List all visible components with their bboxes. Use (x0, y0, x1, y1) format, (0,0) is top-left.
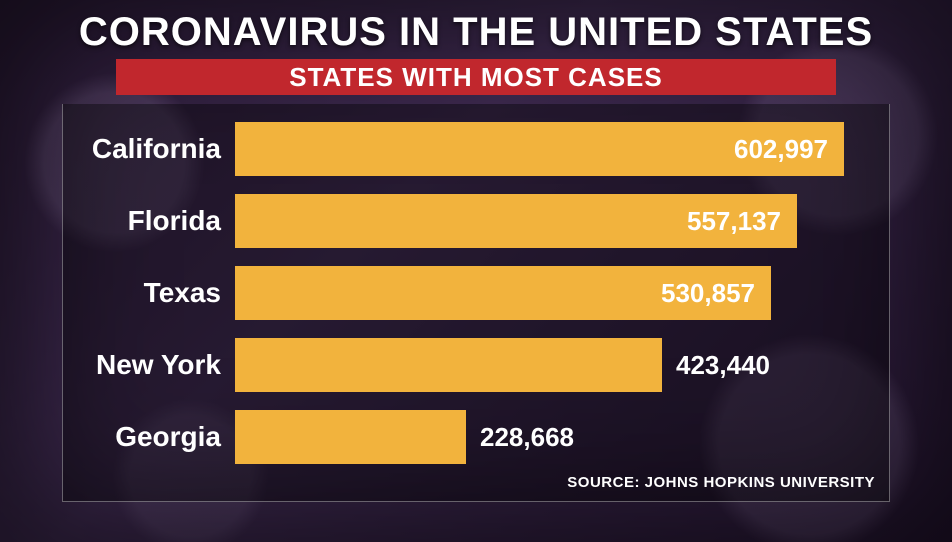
table-row: Texas 530,857 (63, 266, 889, 320)
bar-track: 530,857 (235, 266, 889, 320)
bar: 530,857 (235, 266, 771, 320)
bar-track: 602,997 (235, 122, 889, 176)
source-attribution: SOURCE: JOHNS HOPKINS UNIVERSITY (567, 474, 875, 491)
table-row: Florida 557,137 (63, 194, 889, 248)
table-row: Georgia 228,668 (63, 410, 889, 464)
bar: 602,997 (235, 122, 844, 176)
page-title: CORONAVIRUS IN THE UNITED STATES (0, 10, 952, 55)
bar-track: 228,668 (235, 410, 889, 464)
bar-label: Georgia (63, 421, 235, 453)
chart-panel: California 602,997 Florida 557,137 Texas 530,… (62, 104, 890, 502)
table-row: California 602,997 (63, 122, 889, 176)
bar-value: 602,997 (734, 134, 828, 165)
bar-track: 557,137 (235, 194, 889, 248)
bar-value: 557,137 (687, 206, 781, 237)
bar (235, 410, 466, 464)
bar-label: New York (63, 349, 235, 381)
bar-label: California (63, 133, 235, 165)
subtitle-bar: STATES WITH MOST CASES (116, 59, 836, 95)
bar-track: 423,440 (235, 338, 889, 392)
bar: 557,137 (235, 194, 797, 248)
bar (235, 338, 662, 392)
bar-value: 423,440 (662, 338, 770, 392)
bar-container: California 602,997 Florida 557,137 Texas 530,… (63, 122, 889, 482)
title-block: CORONAVIRUS IN THE UNITED STATES STATES … (0, 10, 952, 95)
bar-label: Texas (63, 277, 235, 309)
bar-value: 530,857 (661, 278, 755, 309)
subtitle: STATES WITH MOST CASES (289, 62, 662, 93)
bar-label: Florida (63, 205, 235, 237)
table-row: New York 423,440 (63, 338, 889, 392)
bar-value: 228,668 (466, 410, 574, 464)
